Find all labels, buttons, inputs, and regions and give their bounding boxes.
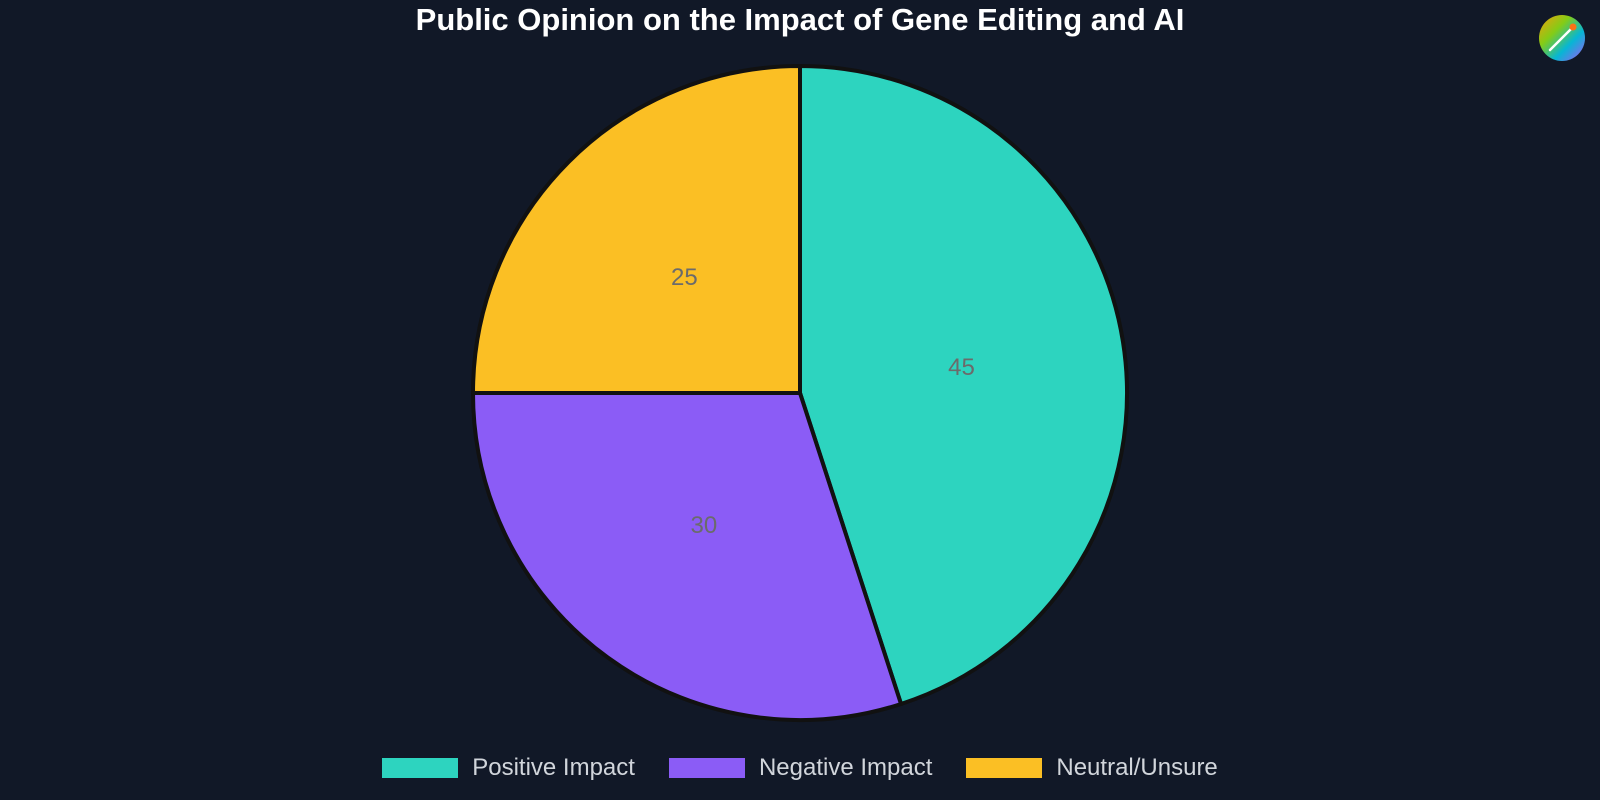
pie-slice-negative[interactable] <box>471 391 904 722</box>
legend-swatch-negative <box>668 758 745 778</box>
data-label-positive: 45 <box>948 354 975 381</box>
legend-item-negative[interactable]: Negative Impact <box>668 754 933 782</box>
data-label-neutral: 25 <box>671 264 698 291</box>
legend-label-negative: Negative Impact <box>758 754 933 781</box>
legend-item-neutral[interactable]: Neutral/Unsure <box>966 754 1218 782</box>
chart-title: Public Opinion on the Impact of Gene Edi… <box>415 2 1185 37</box>
legend-label-neutral: Neutral/Unsure <box>1056 754 1218 781</box>
data-label-negative: 30 <box>691 512 718 539</box>
legend-label-positive: Positive Impact <box>472 754 635 781</box>
pie-slice-positive[interactable] <box>798 64 1129 706</box>
legend-swatch-neutral <box>966 758 1043 778</box>
chart-legend: Positive Impact Negative Impact Neutral/… <box>0 754 1600 782</box>
legend-swatch-positive <box>382 758 459 778</box>
pie-slices <box>471 64 1129 722</box>
pie-slice-neutral[interactable] <box>471 64 802 395</box>
legend-item-positive[interactable]: Positive Impact <box>382 754 635 782</box>
pie-data-labels: 45 30 25 <box>671 264 975 539</box>
palette-icon[interactable] <box>1539 15 1585 61</box>
